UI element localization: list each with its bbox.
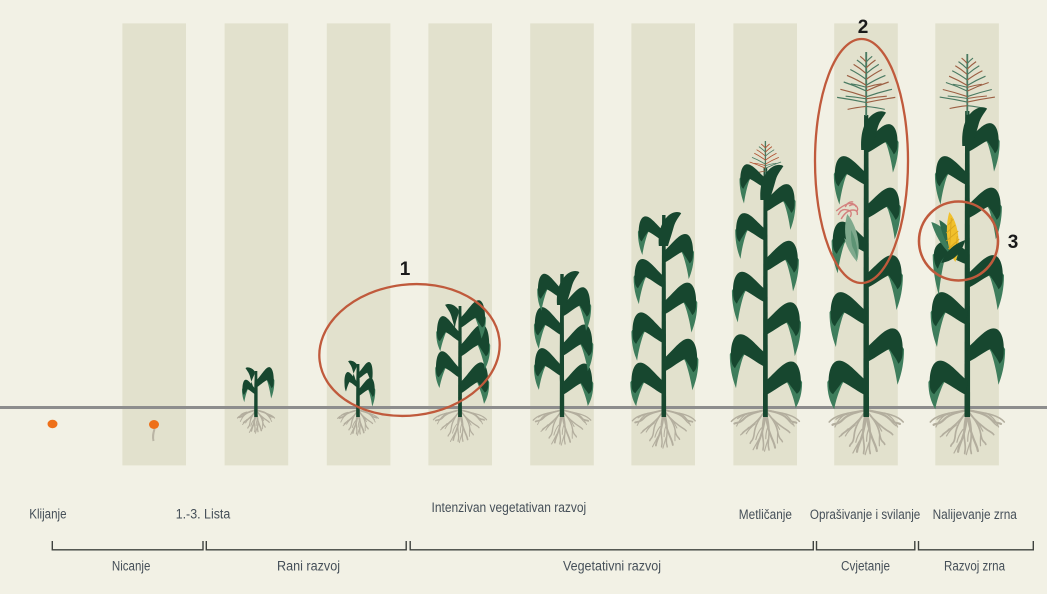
svg-text:2: 2 (858, 17, 869, 38)
svg-text:Intenzivan vegetativan razvoj: Intenzivan vegetativan razvoj (432, 500, 587, 515)
svg-text:Cvjetanje: Cvjetanje (841, 559, 890, 574)
svg-text:Nicanje: Nicanje (112, 559, 150, 574)
svg-text:1.-3. Lista: 1.-3. Lista (176, 507, 231, 522)
svg-text:Rani razvoj: Rani razvoj (277, 559, 340, 574)
svg-text:Vegetativni razvoj: Vegetativni razvoj (563, 559, 661, 574)
svg-text:Razvoj zrna: Razvoj zrna (944, 559, 1005, 574)
svg-text:Oprašivanje i svilanje: Oprašivanje i svilanje (810, 507, 920, 522)
svg-text:Metličanje: Metličanje (739, 507, 792, 522)
svg-text:Nalijevanje zrna: Nalijevanje zrna (933, 507, 1018, 522)
svg-text:3: 3 (1008, 232, 1019, 253)
svg-text:Klijanje: Klijanje (29, 507, 66, 522)
svg-text:1: 1 (400, 259, 411, 280)
